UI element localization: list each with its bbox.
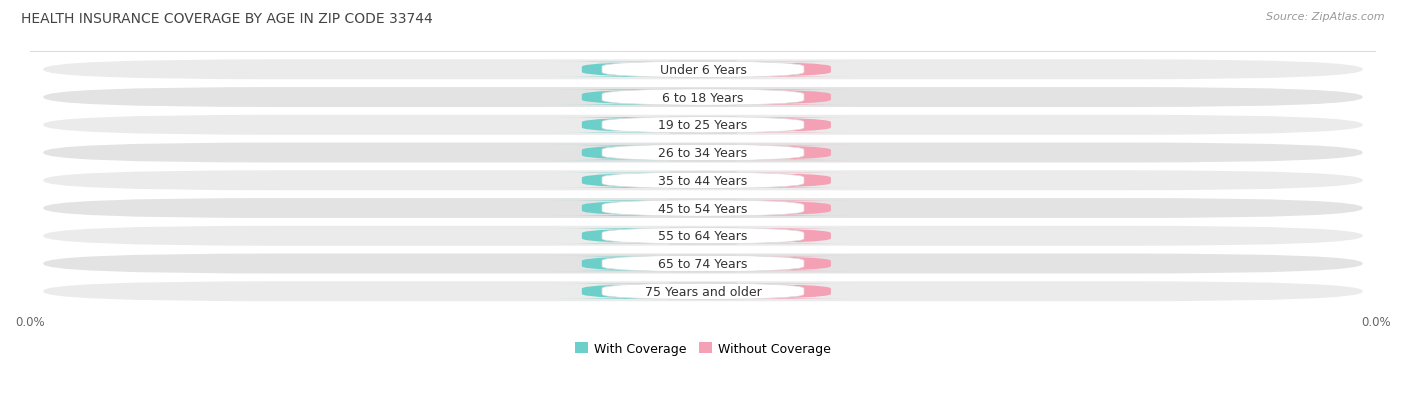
Text: 0.0%: 0.0%: [768, 174, 800, 188]
FancyBboxPatch shape: [44, 226, 1362, 246]
Text: 0.0%: 0.0%: [609, 230, 643, 243]
Text: Under 6 Years: Under 6 Years: [659, 64, 747, 76]
FancyBboxPatch shape: [548, 229, 703, 244]
FancyBboxPatch shape: [548, 118, 703, 133]
FancyBboxPatch shape: [44, 88, 1362, 108]
FancyBboxPatch shape: [44, 254, 1362, 274]
Text: 0.0%: 0.0%: [768, 91, 800, 104]
FancyBboxPatch shape: [548, 173, 703, 188]
FancyBboxPatch shape: [548, 256, 703, 271]
Text: 0.0%: 0.0%: [609, 202, 643, 215]
Text: 0.0%: 0.0%: [609, 64, 643, 76]
Text: 0.0%: 0.0%: [768, 257, 800, 271]
FancyBboxPatch shape: [710, 145, 858, 161]
Text: 55 to 64 Years: 55 to 64 Years: [658, 230, 748, 243]
Text: 75 Years and older: 75 Years and older: [644, 285, 762, 298]
Text: 0.0%: 0.0%: [609, 91, 643, 104]
Legend: With Coverage, Without Coverage: With Coverage, Without Coverage: [571, 337, 835, 360]
FancyBboxPatch shape: [44, 143, 1362, 163]
Text: 0.0%: 0.0%: [768, 147, 800, 160]
Text: 35 to 44 Years: 35 to 44 Years: [658, 174, 748, 188]
Text: 0.0%: 0.0%: [768, 119, 800, 132]
FancyBboxPatch shape: [548, 62, 703, 78]
FancyBboxPatch shape: [710, 173, 858, 188]
FancyBboxPatch shape: [548, 90, 703, 105]
FancyBboxPatch shape: [602, 173, 804, 189]
Text: Source: ZipAtlas.com: Source: ZipAtlas.com: [1267, 12, 1385, 22]
FancyBboxPatch shape: [44, 199, 1362, 218]
Text: 0.0%: 0.0%: [609, 119, 643, 132]
Text: HEALTH INSURANCE COVERAGE BY AGE IN ZIP CODE 33744: HEALTH INSURANCE COVERAGE BY AGE IN ZIP …: [21, 12, 433, 26]
FancyBboxPatch shape: [548, 201, 703, 216]
FancyBboxPatch shape: [602, 62, 804, 78]
FancyBboxPatch shape: [548, 145, 703, 161]
Text: 26 to 34 Years: 26 to 34 Years: [658, 147, 748, 160]
FancyBboxPatch shape: [602, 283, 804, 300]
FancyBboxPatch shape: [710, 90, 858, 105]
Text: 0.0%: 0.0%: [768, 202, 800, 215]
FancyBboxPatch shape: [602, 256, 804, 272]
FancyBboxPatch shape: [44, 171, 1362, 191]
FancyBboxPatch shape: [710, 118, 858, 133]
Text: 0.0%: 0.0%: [609, 285, 643, 298]
FancyBboxPatch shape: [44, 116, 1362, 135]
FancyBboxPatch shape: [602, 200, 804, 217]
FancyBboxPatch shape: [710, 201, 858, 216]
Text: 0.0%: 0.0%: [609, 147, 643, 160]
Text: 45 to 54 Years: 45 to 54 Years: [658, 202, 748, 215]
Text: 0.0%: 0.0%: [768, 64, 800, 76]
FancyBboxPatch shape: [44, 282, 1362, 301]
Text: 65 to 74 Years: 65 to 74 Years: [658, 257, 748, 271]
FancyBboxPatch shape: [602, 145, 804, 161]
Text: 19 to 25 Years: 19 to 25 Years: [658, 119, 748, 132]
FancyBboxPatch shape: [710, 62, 858, 78]
FancyBboxPatch shape: [44, 60, 1362, 80]
Text: 6 to 18 Years: 6 to 18 Years: [662, 91, 744, 104]
FancyBboxPatch shape: [602, 90, 804, 106]
FancyBboxPatch shape: [548, 284, 703, 299]
FancyBboxPatch shape: [710, 256, 858, 271]
Text: 0.0%: 0.0%: [768, 230, 800, 243]
FancyBboxPatch shape: [602, 117, 804, 134]
Text: 0.0%: 0.0%: [768, 285, 800, 298]
Text: 0.0%: 0.0%: [609, 257, 643, 271]
FancyBboxPatch shape: [710, 229, 858, 244]
FancyBboxPatch shape: [710, 284, 858, 299]
Text: 0.0%: 0.0%: [609, 174, 643, 188]
FancyBboxPatch shape: [602, 228, 804, 244]
